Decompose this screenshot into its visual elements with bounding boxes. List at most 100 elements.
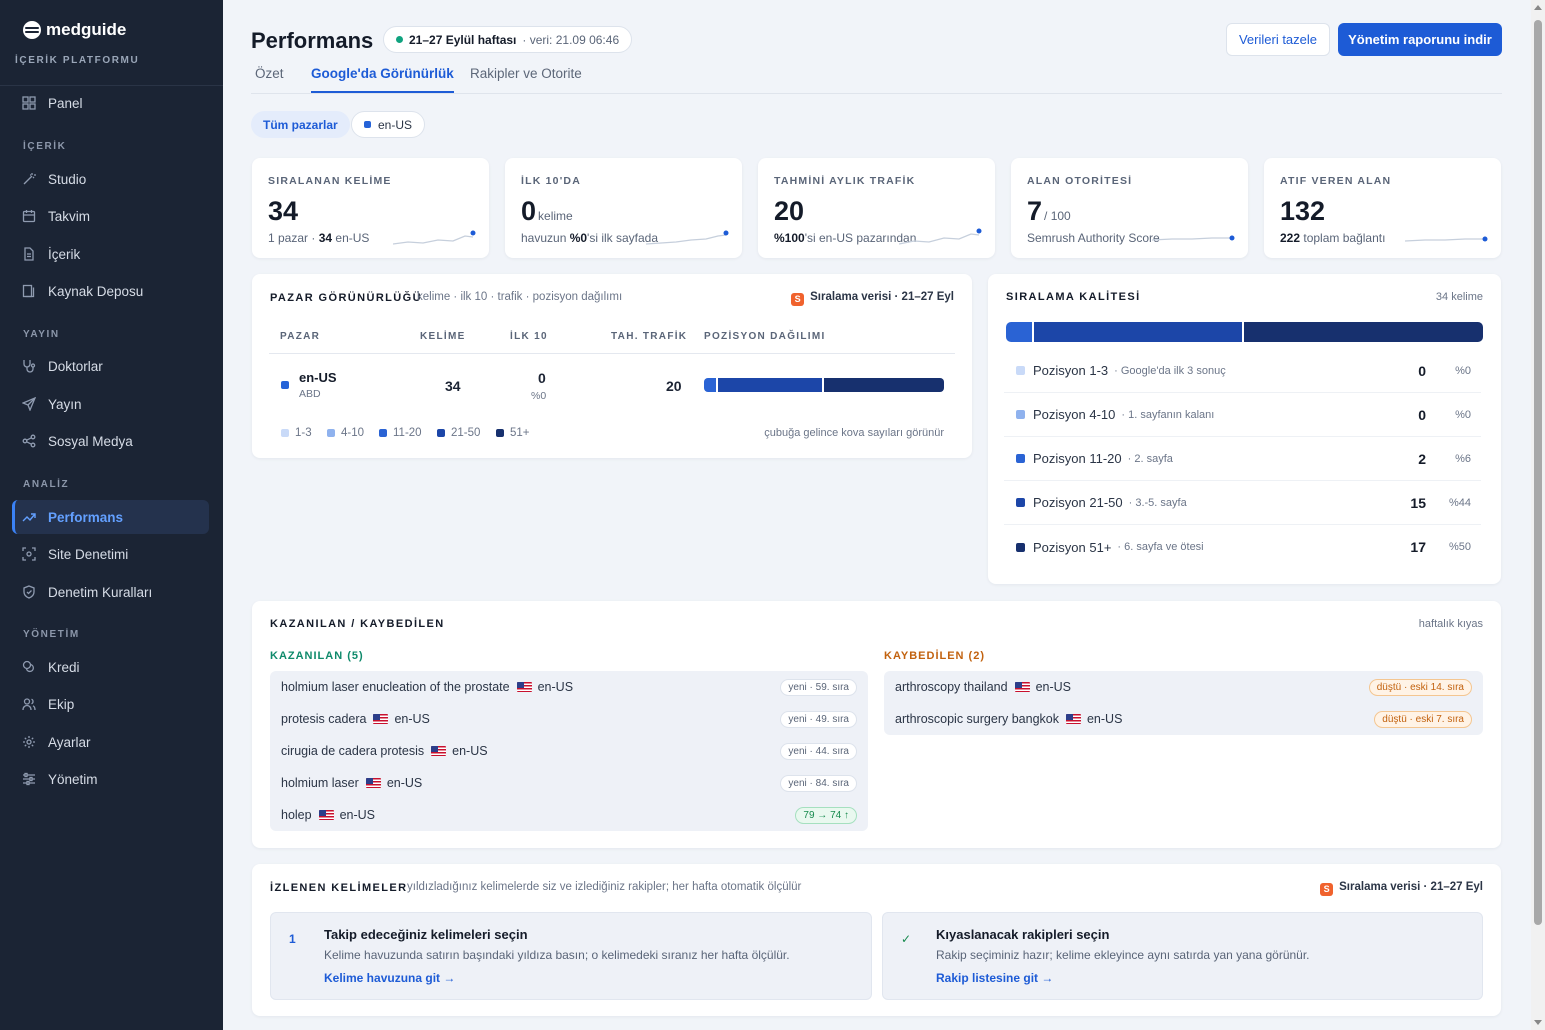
sidebar-item-takvim[interactable]: Takvim: [12, 199, 209, 233]
gear-icon: [21, 734, 37, 750]
table-divider: [269, 353, 955, 354]
kpi-card-authority: ALAN OTORİTESİ 7/ 100 Semrush Authority …: [1011, 158, 1248, 258]
library-icon: [21, 283, 37, 299]
tracked-data-source: S Sıralama verisi · 21–27 Eyl: [1320, 881, 1483, 896]
col-header-top10: İLK 10: [510, 331, 548, 342]
sidebar-item-site-denetimi[interactable]: Site Denetimi: [12, 537, 209, 571]
gained-keyword-row[interactable]: holep en-US 79 → 74 ↑: [281, 799, 857, 831]
sidebar-item-studio[interactable]: Studio: [12, 162, 209, 196]
tab-rakipler-otorite[interactable]: Rakipler ve Otorite: [470, 66, 582, 81]
position-distribution-bar[interactable]: [704, 378, 944, 392]
sidebar-item-denetim-kurallari[interactable]: Denetim Kuralları: [12, 575, 209, 609]
scrollbar-thumb[interactable]: [1534, 20, 1542, 925]
sidebar-item-panel[interactable]: Panel: [12, 86, 209, 120]
quality-swatch: [1016, 542, 1025, 552]
scroll-down-arrow-icon[interactable]: [1534, 1020, 1542, 1025]
lost-keywords-list: arthroscopy thailand en-US düştü · eski 14…: [884, 671, 1483, 735]
quality-segment-4[interactable]: [1244, 322, 1483, 342]
legend-swatch: [327, 429, 335, 437]
market-name: en-US: [299, 370, 337, 385]
sidebar-item-yayin[interactable]: Yayın: [12, 387, 209, 421]
sidebar-item-label: Kaynak Deposu: [48, 283, 144, 299]
gained-keyword-row[interactable]: holmium laser en-US yeni · 84. sıra: [281, 767, 857, 799]
ranking-quality-bar[interactable]: [1006, 322, 1483, 342]
keyword-text: protesis cadera: [281, 712, 367, 726]
market-visibility-card: PAZAR GÖRÜNÜRLÜĞÜ kelime · ilk 10 · traf…: [252, 274, 972, 458]
keyword-market: en-US: [537, 680, 574, 694]
sidebar-item-sosyal-medya[interactable]: Sosyal Medya: [12, 424, 209, 458]
tab-ozet[interactable]: Özet: [255, 66, 284, 81]
download-report-button[interactable]: Yönetim raporunu indir: [1338, 23, 1502, 56]
sidebar-item-kaynak-deposu[interactable]: Kaynak Deposu: [12, 274, 209, 308]
keyword-market: en-US: [386, 776, 423, 790]
ranking-quality-title: SIRALAMA KALİTESİ: [1006, 291, 1141, 303]
sidebar-item-label: Denetim Kuralları: [48, 584, 153, 600]
competitor-list-link[interactable]: Rakip listesine git →: [936, 971, 1054, 985]
sidebar-divider: [0, 85, 223, 86]
medguide-logo-icon: [23, 21, 41, 39]
filter-market-en-us[interactable]: en-US: [351, 111, 426, 138]
page-scrollbar[interactable]: [1531, 0, 1545, 1030]
send-icon: [21, 396, 37, 412]
distribution-hint: çubuğa gelince kova sayıları görünür: [764, 427, 944, 439]
gained-keyword-row[interactable]: protesis cadera en-US yeni · 49. sıra: [281, 703, 857, 735]
distribution-segment-4[interactable]: [823, 378, 944, 392]
sidebar-item-yonetim[interactable]: Yönetim: [12, 762, 209, 796]
market-visibility-title: PAZAR GÖRÜNÜRLÜĞÜ: [270, 292, 422, 304]
checkmark-icon: ✓: [901, 932, 912, 946]
kpi-subtext: 1 pazar · 34 en-US: [268, 231, 369, 245]
scroll-up-arrow-icon[interactable]: [1534, 5, 1542, 10]
scan-icon: [21, 546, 37, 562]
tab-google-gorunurluk[interactable]: Google'da Görünürlük: [311, 66, 454, 93]
sidebar-item-performans[interactable]: Performans: [12, 500, 209, 534]
kpi-sparkline: [1152, 235, 1235, 241]
kpi-card-top10: İLK 10'DA 0 kelime havuzun %0'si ilk sayf…: [505, 158, 742, 258]
quality-segment-3[interactable]: [1034, 322, 1245, 342]
gained-keyword-row[interactable]: cirugia de cadera protesis en-US yeni · 44…: [281, 735, 857, 767]
lost-keyword-row[interactable]: arthroscopic surgery bangkok en-US düştü ·…: [895, 703, 1472, 735]
quality-row-desc: · 3.-5. sayfa: [1128, 496, 1187, 509]
legend-swatch: [437, 429, 445, 437]
sidebar-item-label: Ayarlar: [48, 734, 91, 750]
kpi-value: 132: [1280, 196, 1327, 227]
col-header-distribution: POZİSYON DAĞILIMI: [704, 331, 826, 342]
sidebar-item-ayarlar[interactable]: Ayarlar: [12, 725, 209, 759]
sidebar-item-label: Studio: [48, 171, 87, 187]
keyword-status-badge: yeni · 84. sıra: [780, 774, 857, 792]
quality-row-pct: %44: [1448, 496, 1471, 509]
gained-keyword-row[interactable]: holmium laser enucleation of the prostat…: [281, 671, 857, 703]
stethoscope-icon: [21, 358, 37, 374]
share-icon: [21, 433, 37, 449]
quality-segment-2[interactable]: [1006, 322, 1035, 342]
data-timestamp: · veri: 21.09 06:46: [522, 32, 620, 47]
keyword-text: arthroscopy thailand: [895, 680, 1008, 694]
distribution-segment-3[interactable]: [718, 378, 824, 392]
brand-logo[interactable]: medguide: [23, 20, 126, 40]
quality-swatch: [1016, 498, 1025, 507]
sidebar-section-yonetim: YÖNETİM: [23, 629, 80, 640]
keyword-status-badge: yeni · 49. sıra: [780, 710, 857, 728]
sidebar-item-kredi[interactable]: Kredi: [12, 650, 209, 684]
sidebar-item-doktorlar[interactable]: Doktorlar: [12, 349, 209, 383]
sidebar-item-icerik[interactable]: İçerik: [12, 237, 209, 271]
lost-title: KAYBEDİLEN (2): [884, 650, 985, 662]
kpi-value: 0 kelime: [521, 196, 573, 227]
sidebar-section-icerik: İÇERİK: [23, 141, 67, 152]
quality-row-desc: · 6. sayfa ve ötesi: [1117, 541, 1204, 553]
sidebar-item-label: İçerik: [48, 246, 81, 262]
sidebar-item-ekip[interactable]: Ekip: [12, 687, 209, 721]
lost-keyword-row[interactable]: arthroscopy thailand en-US düştü · eski 14…: [895, 671, 1472, 703]
filter-all-markets[interactable]: Tüm pazarlar: [251, 111, 350, 138]
legend-swatch: [496, 429, 504, 437]
quality-row-desc: · 1. sayfanın kalanı: [1121, 408, 1215, 421]
quality-row-pct: %50: [1448, 541, 1471, 553]
keyword-pool-link[interactable]: Kelime havuzuna git →: [324, 971, 456, 985]
distribution-segment-2[interactable]: [704, 378, 719, 392]
refresh-data-button[interactable]: Verileri tazele: [1226, 23, 1330, 56]
quality-row-count: 0: [1418, 362, 1426, 379]
kpi-number: 7: [1027, 196, 1043, 226]
kpi-value: 7/ 100: [1027, 196, 1071, 227]
sidebar-section-analiz: ANALİZ: [23, 479, 70, 490]
kpi-sub-post: 'si en-US pazarından: [804, 231, 917, 245]
quality-row-51-plus: Pozisyon 51+ · 6. sayfa ve ötesi 17 %50: [1004, 525, 1481, 569]
